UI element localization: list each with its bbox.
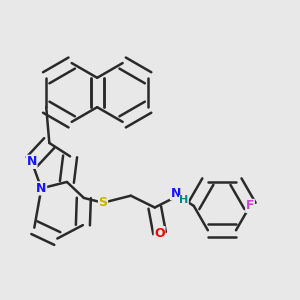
Text: F: F	[246, 200, 254, 212]
Text: N: N	[27, 155, 37, 168]
Text: S: S	[98, 196, 107, 209]
Text: N: N	[170, 187, 181, 200]
Text: O: O	[154, 226, 165, 240]
Text: N: N	[36, 182, 46, 195]
Text: H: H	[179, 196, 188, 206]
